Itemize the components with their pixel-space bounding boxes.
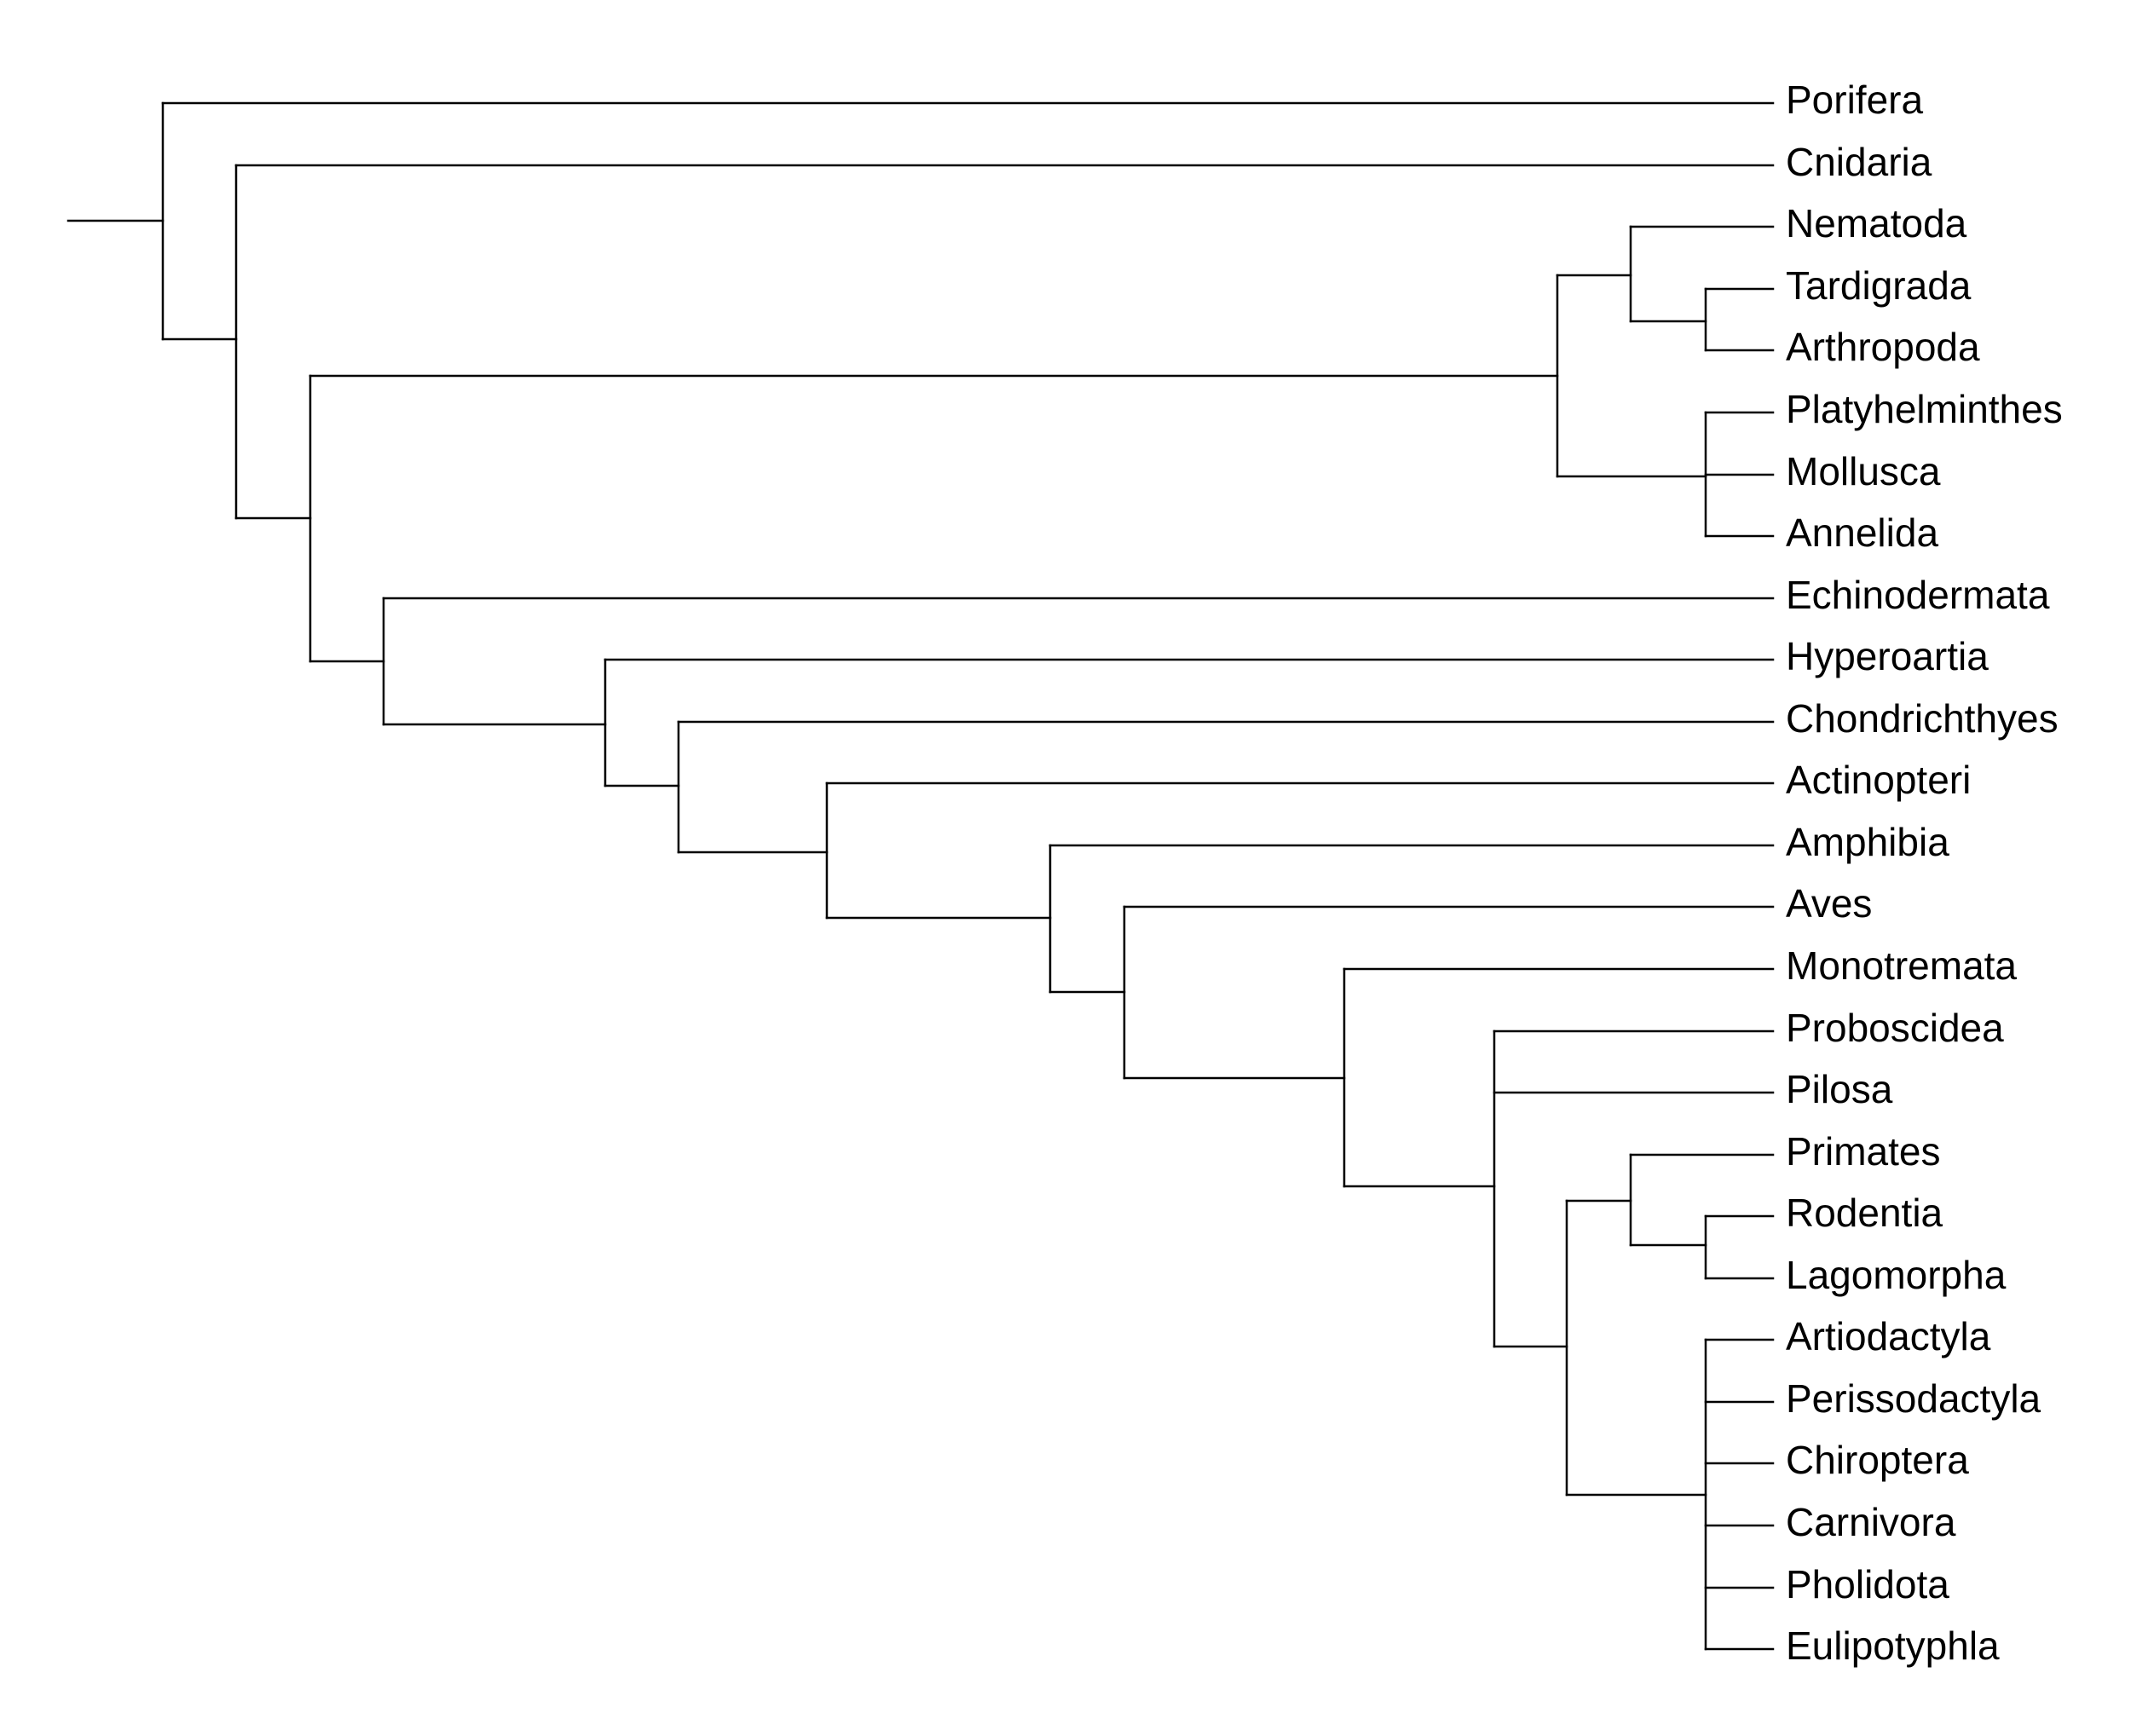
tip-label-echinodermata: Echinodermata [1786,573,2050,617]
tip-label-pholidota: Pholidota [1786,1562,1949,1606]
tip-label-porifera: Porifera [1786,78,1923,122]
tip-label-proboscidea: Proboscidea [1786,1006,2004,1050]
tip-label-artiodactyla: Artiodactyla [1786,1314,1991,1358]
tip-label-nematoda: Nematoda [1786,201,1967,245]
tip-label-amphibia: Amphibia [1786,820,1949,864]
tip-label-chiroptera: Chiroptera [1786,1438,1969,1482]
tip-label-annelida: Annelida [1786,510,1938,555]
tip-label-aves: Aves [1786,881,1872,926]
tip-label-mollusca: Mollusca [1786,449,1941,493]
tip-label-carnivora: Carnivora [1786,1500,1956,1544]
tip-label-hyperoartia: Hyperoartia [1786,634,1989,678]
tip-label-primates: Primates [1786,1129,1940,1174]
tip-label-rodentia: Rodentia [1786,1191,1943,1235]
tip-label-monotremata: Monotremata [1786,943,2017,988]
tip-label-platyhelminthes: Platyhelminthes [1786,387,2063,431]
tip-labels: Porifera Cnidaria Nematoda Tardigrada Ar… [1786,78,2063,1668]
tip-label-lagomorpha: Lagomorpha [1786,1253,2007,1297]
tip-label-tardigrada: Tardigrada [1786,263,1972,308]
tip-label-cnidaria: Cnidaria [1786,140,1932,184]
tip-label-chondrichthyes: Chondrichthyes [1786,696,2059,741]
tip-label-arthropoda: Arthropoda [1786,325,1980,369]
tip-label-pilosa: Pilosa [1786,1067,1893,1111]
tip-label-perissodactyla: Perissodactyla [1786,1376,2041,1421]
tip-label-actinopteri: Actinopteri [1786,758,1971,802]
tree-branches [66,101,1775,1651]
tip-label-eulipotyphla: Eulipotyphla [1786,1624,2000,1668]
